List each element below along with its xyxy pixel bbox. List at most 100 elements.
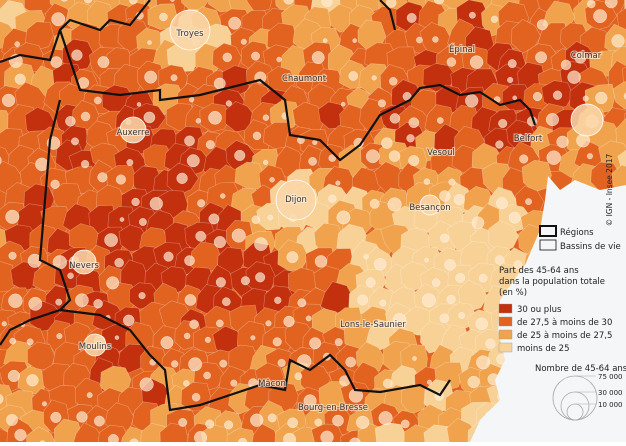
legend-label: 30 000 bbox=[598, 389, 623, 397]
population-circle bbox=[535, 52, 546, 63]
legend-swatch bbox=[499, 304, 512, 313]
population-circle bbox=[284, 316, 295, 327]
population-circle bbox=[6, 414, 17, 425]
population-circle bbox=[270, 177, 275, 182]
population-circle bbox=[184, 255, 194, 265]
population-circle bbox=[595, 92, 607, 104]
population-circle bbox=[337, 211, 350, 224]
population-circle bbox=[35, 158, 48, 171]
legend-label: 75 000 bbox=[598, 373, 623, 381]
population-circle bbox=[374, 258, 386, 270]
population-circle bbox=[147, 40, 151, 44]
population-circle bbox=[583, 96, 589, 102]
population-circle bbox=[29, 297, 42, 310]
population-circle bbox=[447, 295, 456, 304]
population-circle bbox=[561, 60, 571, 70]
population-circle bbox=[412, 356, 416, 360]
population-circle bbox=[476, 318, 488, 330]
population-circle bbox=[568, 71, 581, 84]
population-circle bbox=[132, 198, 140, 206]
city-label: Chaumont bbox=[282, 74, 327, 84]
population-circle bbox=[94, 299, 103, 308]
population-circle bbox=[196, 231, 206, 241]
city-label: Épinal bbox=[449, 43, 475, 55]
city-label: Nevers bbox=[69, 261, 99, 271]
population-circle bbox=[120, 217, 124, 221]
population-circle bbox=[2, 321, 7, 326]
population-circle bbox=[383, 379, 392, 388]
population-circle bbox=[197, 199, 205, 207]
population-circle bbox=[266, 321, 272, 327]
population-circle bbox=[312, 140, 317, 145]
population-circle bbox=[571, 104, 603, 136]
population-circle bbox=[2, 94, 15, 107]
population-circle bbox=[115, 258, 124, 267]
population-circle bbox=[171, 361, 178, 368]
population-circle bbox=[263, 115, 269, 121]
population-circle bbox=[456, 273, 465, 282]
population-circle bbox=[525, 198, 531, 204]
population-circle bbox=[432, 36, 438, 42]
population-circle bbox=[232, 229, 246, 243]
population-circle bbox=[401, 420, 409, 428]
population-circle bbox=[407, 134, 415, 142]
city-label: Bourg-en-Bresse bbox=[298, 403, 368, 413]
population-circle bbox=[220, 360, 227, 367]
population-circle bbox=[378, 100, 386, 108]
population-circle bbox=[323, 38, 327, 42]
population-circle bbox=[228, 17, 240, 29]
legend-label: de 27,5 à moins de 30 bbox=[517, 318, 612, 328]
population-circle bbox=[507, 77, 513, 83]
population-circle bbox=[15, 429, 27, 441]
population-circle bbox=[51, 412, 62, 423]
population-circle bbox=[263, 160, 268, 165]
population-circle bbox=[214, 78, 225, 89]
population-circle bbox=[388, 198, 402, 212]
population-circle bbox=[496, 197, 507, 208]
city-label: Besançon bbox=[409, 203, 450, 213]
city-label: Auxerre bbox=[116, 128, 149, 138]
population-circle bbox=[144, 112, 155, 123]
population-circle bbox=[424, 179, 430, 185]
population-circle bbox=[491, 16, 498, 23]
population-circle bbox=[472, 217, 484, 229]
population-circle bbox=[409, 118, 419, 128]
population-circle bbox=[216, 277, 226, 287]
population-circle bbox=[288, 418, 298, 428]
population-circle bbox=[469, 12, 475, 18]
population-circle bbox=[444, 259, 455, 270]
population-circle bbox=[274, 297, 281, 304]
population-circle bbox=[171, 75, 177, 81]
population-circle bbox=[184, 333, 190, 339]
population-circle bbox=[115, 336, 119, 340]
legend-swatch bbox=[499, 317, 512, 326]
population-circle bbox=[440, 314, 449, 323]
population-circle bbox=[336, 181, 341, 186]
city-label: Troyes bbox=[175, 29, 204, 39]
city-label: Dijon bbox=[285, 195, 307, 205]
population-circle bbox=[547, 151, 561, 165]
population-circle bbox=[447, 58, 456, 67]
population-circle bbox=[587, 153, 593, 159]
legend-label: Bassins de vie bbox=[560, 242, 621, 252]
population-circle bbox=[144, 71, 156, 83]
population-circle bbox=[123, 315, 134, 326]
population-circle bbox=[250, 414, 263, 427]
population-circle bbox=[372, 75, 377, 80]
population-circle bbox=[185, 294, 196, 305]
population-circle bbox=[71, 50, 82, 61]
population-circle bbox=[321, 431, 334, 442]
population-circle bbox=[188, 358, 201, 371]
population-circle bbox=[81, 112, 90, 121]
population-circle bbox=[458, 312, 464, 318]
city-label: Moulins bbox=[79, 342, 112, 352]
population-circle bbox=[381, 138, 392, 149]
population-circle bbox=[485, 339, 495, 349]
population-circle bbox=[77, 412, 88, 423]
population-circle bbox=[437, 117, 443, 123]
population-circle bbox=[356, 416, 369, 429]
population-circle bbox=[56, 299, 62, 305]
population-circle bbox=[189, 97, 194, 102]
population-circle bbox=[196, 118, 201, 123]
